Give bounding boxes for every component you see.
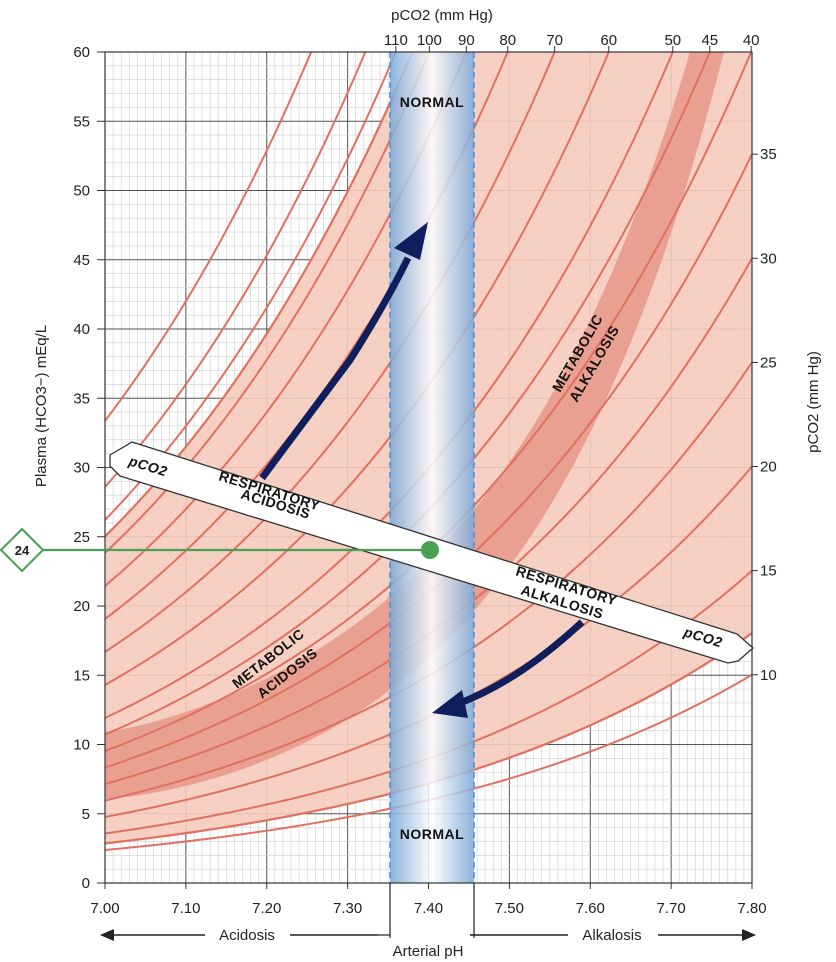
y-tick-label: 5 [82, 806, 90, 823]
y-tick-label: 15 [73, 667, 90, 684]
alkalosis-label: Alkalosis [582, 927, 641, 944]
respiratory-alkalosis-arrow-shaft [458, 619, 585, 707]
top-tick-label: 90 [458, 32, 475, 49]
y-tick-label: 45 [73, 252, 90, 269]
x-tick-label: 7.40 [414, 900, 443, 917]
respiratory-alkalosis-arrow-head [432, 690, 468, 718]
y-tick-label: 40 [73, 321, 90, 338]
x-tick-label: 7.10 [171, 900, 200, 917]
alkalosis-arrowhead [742, 929, 756, 941]
y-tick-label: 0 [82, 875, 90, 892]
y-tick-label: 50 [73, 183, 90, 200]
top-tick-label: 60 [600, 32, 617, 49]
acidosis-label: Acidosis [219, 927, 275, 944]
top-tick-label: 45 [701, 32, 718, 49]
y-tick-label: 20 [73, 598, 90, 615]
bottom-axis-title: Arterial pH [393, 943, 464, 960]
top-tick-label: 70 [546, 32, 563, 49]
isobar-line [105, 52, 397, 521]
right-tick-label: 25 [760, 354, 777, 371]
y-tick-label: 30 [73, 460, 90, 477]
x-tick-label: 7.30 [333, 900, 362, 917]
y-tick-label: 10 [73, 737, 90, 754]
right-tick-label: 20 [760, 459, 777, 476]
x-tick-label: 7.60 [576, 900, 605, 917]
left-axis-title: Plasma (HCO3−) mEq/L [33, 325, 50, 487]
x-tick-label: 7.80 [737, 900, 766, 917]
respiratory-acidosis-arrow-head [394, 222, 428, 260]
normal-label-top: NORMAL [400, 94, 464, 110]
right-tick-label: 30 [760, 250, 777, 267]
right-axis-title: pCO2 (mm Hg) [805, 351, 822, 453]
right-tick-label: 15 [760, 563, 777, 580]
x-tick-label: 7.20 [252, 900, 281, 917]
right-tick-label: 10 [760, 667, 777, 684]
y-tick-label: 25 [73, 529, 90, 546]
respiratory-acidosis-arrow-shaft [259, 256, 412, 481]
acidosis-arrowhead [100, 929, 114, 941]
top-tick-label: 40 [743, 32, 760, 49]
top-tick-label: 80 [499, 32, 516, 49]
normal-label-bottom: NORMAL [400, 826, 464, 842]
right-tick-label: 35 [760, 146, 777, 163]
x-tick-label: 7.50 [495, 900, 524, 917]
bicarbonate-24-label: 24 [15, 543, 30, 558]
normal-ph-band [390, 52, 474, 883]
isobar-line [105, 52, 367, 488]
bicarbonate-24-diamond [0, 527, 45, 573]
x-tick-label: 7.70 [657, 900, 686, 917]
x-tick-label: 7.00 [90, 900, 119, 917]
axes: 7.00 7.10 7.20 7.30 7.40 7.50 7.60 7.70 7.80 0 5 10… [73, 32, 776, 917]
top-axis-title: pCO2 (mm Hg) [391, 7, 493, 24]
diagram-layers [105, 52, 752, 883]
isobar-line [105, 52, 313, 422]
top-tick-label: 110 [384, 32, 408, 49]
y-tick-label: 55 [73, 113, 90, 130]
y-tick-label: 60 [73, 44, 90, 61]
top-tick-label: 100 [417, 32, 442, 49]
top-tick-label: 50 [664, 32, 681, 49]
normal-point [421, 541, 439, 559]
y-tick-label: 35 [73, 390, 90, 407]
